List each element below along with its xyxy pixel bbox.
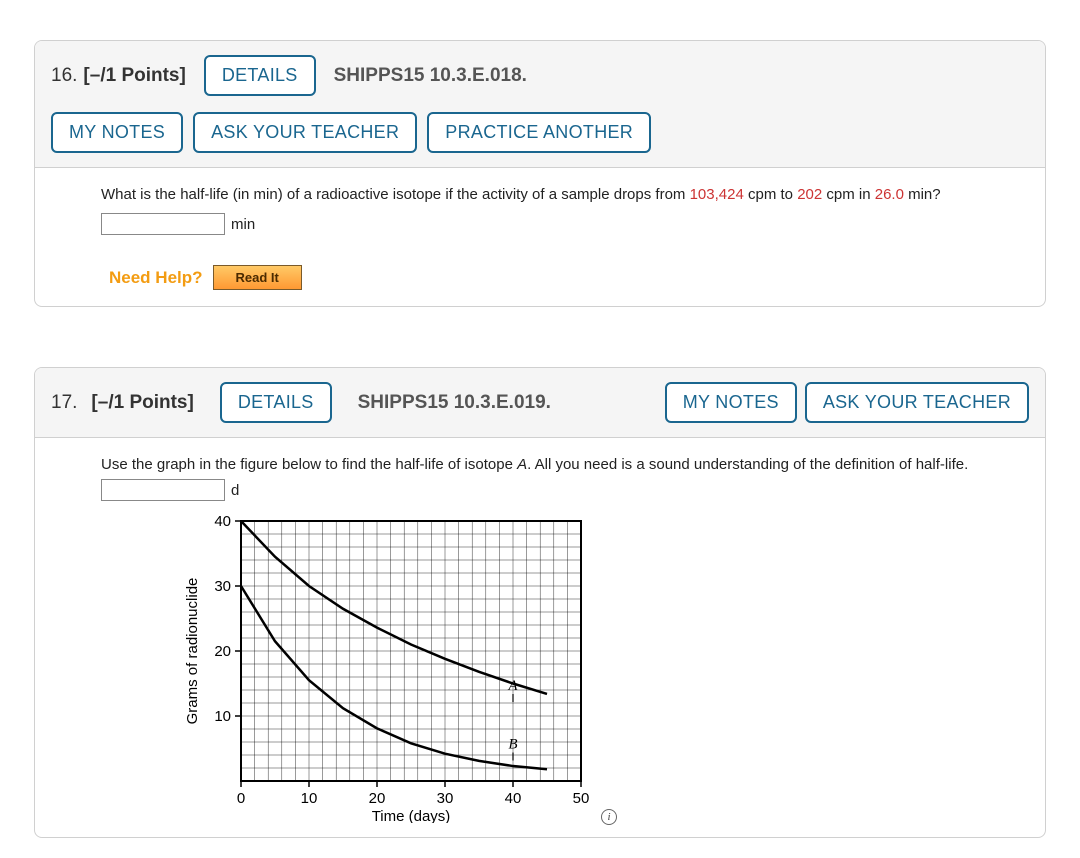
practice-another-button[interactable]: PRACTICE ANOTHER [427, 112, 651, 153]
svg-text:20: 20 [369, 790, 386, 807]
text-part: Use the graph in the figure below to fin… [101, 456, 517, 473]
need-help-label: Need Help? [109, 268, 203, 288]
value-time: 26.0 [875, 186, 904, 203]
text-part: . All you need is a sound understanding … [527, 456, 968, 473]
text-part: cpm in [822, 186, 875, 203]
svg-text:20: 20 [214, 643, 231, 660]
unit-label: d [231, 482, 239, 499]
svg-text:40: 40 [505, 790, 522, 807]
question-body: Use the graph in the figure below to fin… [35, 438, 1045, 837]
points-label: [–/1 Points] [83, 65, 185, 87]
question-number: 17. [51, 392, 77, 414]
question-number: 16. [51, 65, 77, 87]
svg-text:0: 0 [237, 790, 245, 807]
question-header: 17. [–/1 Points] DETAILS SHIPPS15 10.3.E… [35, 368, 1045, 438]
svg-text:40: 40 [214, 513, 231, 530]
svg-text:50: 50 [573, 790, 590, 807]
question-16: 16. [–/1 Points] DETAILS SHIPPS15 10.3.E… [34, 40, 1046, 307]
reference-id: SHIPPS15 10.3.E.018. [334, 65, 527, 87]
svg-text:A: A [507, 678, 518, 694]
svg-text:Grams of radionuclide: Grams of radionuclide [184, 578, 201, 725]
answer-input[interactable] [101, 479, 225, 501]
text-part: What is the half-life (in min) of a radi… [101, 186, 690, 203]
question-body: What is the half-life (in min) of a radi… [35, 168, 1045, 306]
question-text: Use the graph in the figure below to fin… [101, 454, 1029, 475]
question-text: What is the half-life (in min) of a radi… [101, 184, 1029, 205]
svg-text:30: 30 [214, 578, 231, 595]
value-cpm-end: 202 [797, 186, 822, 203]
details-button[interactable]: DETAILS [220, 382, 332, 423]
my-notes-button[interactable]: MY NOTES [51, 112, 183, 153]
need-help-row: Need Help? Read It [109, 265, 1029, 290]
question-header: 16. [–/1 Points] DETAILS SHIPPS15 10.3.E… [35, 41, 1045, 168]
svg-text:Time (days): Time (days) [372, 808, 451, 823]
answer-line: d [101, 479, 1029, 501]
svg-text:B: B [508, 737, 517, 753]
ask-teacher-button[interactable]: ASK YOUR TEACHER [193, 112, 417, 153]
text-part: min? [904, 186, 941, 203]
read-it-button[interactable]: Read It [213, 265, 302, 290]
details-button[interactable]: DETAILS [204, 55, 316, 96]
value-cpm-start: 103,424 [690, 186, 744, 203]
ask-teacher-button[interactable]: ASK YOUR TEACHER [805, 382, 1029, 423]
question-17: 17. [–/1 Points] DETAILS SHIPPS15 10.3.E… [34, 367, 1046, 838]
my-notes-button[interactable]: MY NOTES [665, 382, 797, 423]
header-actions-right: MY NOTES ASK YOUR TEACHER [665, 382, 1029, 423]
svg-text:30: 30 [437, 790, 454, 807]
chart-svg: 0 10 20 30 40 50 10 20 30 40 Time (days) Grams of r… [181, 513, 611, 823]
info-icon[interactable]: i [601, 809, 617, 825]
points-label: [–/1 Points] [91, 392, 193, 414]
text-part: cpm to [744, 186, 797, 203]
header-actions-row: MY NOTES ASK YOUR TEACHER PRACTICE ANOTH… [51, 112, 1029, 153]
answer-input[interactable] [101, 213, 225, 235]
reference-id: SHIPPS15 10.3.E.019. [358, 392, 551, 414]
decay-chart: 0 10 20 30 40 50 10 20 30 40 Time (days) Grams of r… [181, 513, 611, 827]
isotope-letter: A [517, 456, 527, 473]
svg-text:10: 10 [301, 790, 318, 807]
svg-text:10: 10 [214, 708, 231, 725]
answer-line: min [101, 213, 1029, 235]
unit-label: min [231, 216, 255, 233]
